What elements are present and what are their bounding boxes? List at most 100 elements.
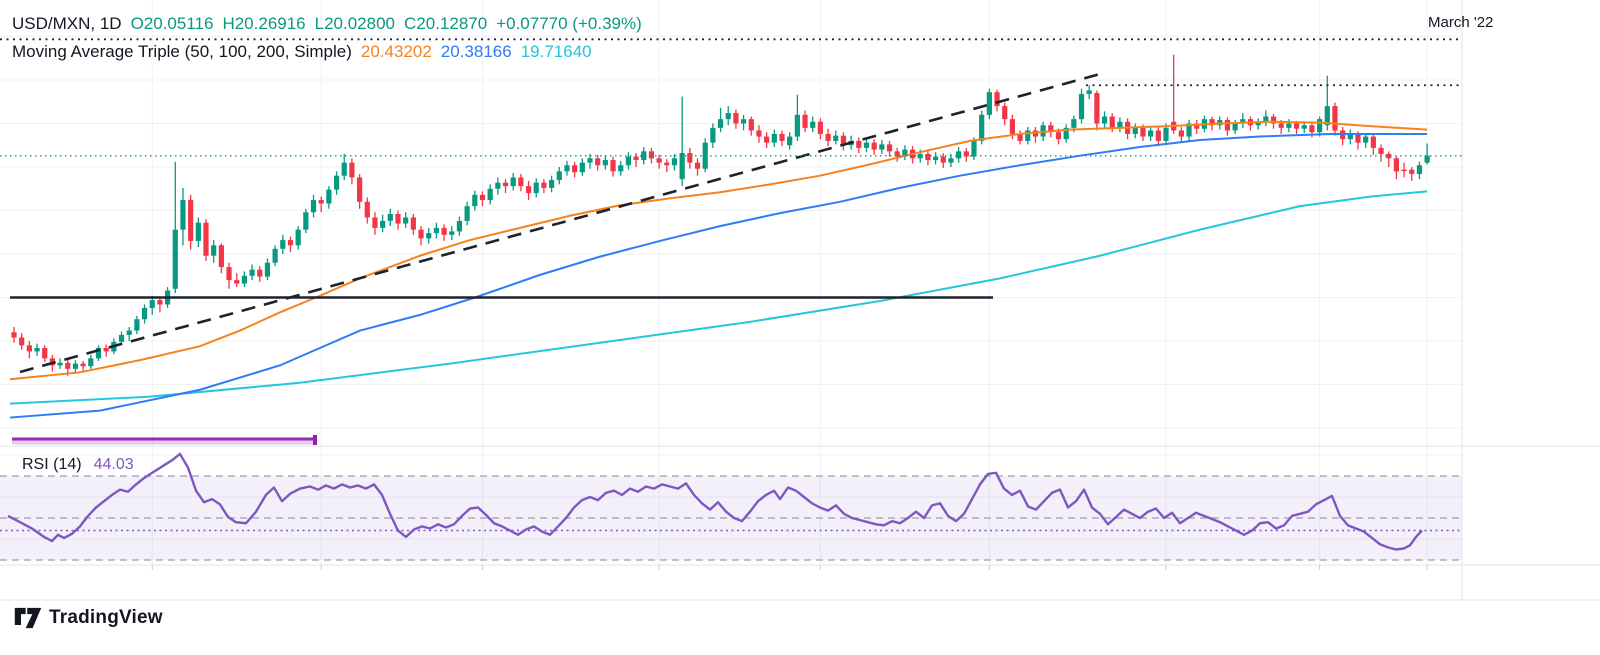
candle [72, 363, 79, 369]
tradingview-logo-icon [14, 607, 42, 629]
candle [986, 92, 992, 115]
candle [595, 158, 601, 166]
candle [948, 158, 954, 163]
candle [326, 189, 332, 204]
candle [11, 332, 17, 338]
ma-indicator-name[interactable]: Moving Average Triple (50, 100, 200, Sim… [12, 42, 352, 61]
symbol-title[interactable]: USD/MXN, 1D [12, 14, 122, 33]
candle [1148, 130, 1154, 137]
open-value: O20.05116 [130, 14, 214, 33]
candle [802, 114, 808, 128]
symbol-legend[interactable]: USD/MXN, 1D O20.05116 H20.26916 L20.0280… [12, 14, 642, 34]
candle [564, 165, 570, 172]
ma200-value: 19.71640 [520, 42, 592, 61]
candle [1194, 123, 1200, 129]
candle [810, 121, 816, 128]
candle [472, 194, 478, 207]
candle [1155, 130, 1161, 141]
candle [449, 231, 455, 235]
candle [188, 200, 194, 241]
candle [1109, 116, 1115, 128]
candle [1063, 127, 1069, 140]
candle [856, 140, 862, 148]
candle [19, 337, 25, 346]
candle [1232, 123, 1238, 131]
candle [1324, 106, 1330, 126]
candle [1393, 158, 1399, 172]
candle [1255, 121, 1261, 126]
candle [257, 269, 263, 277]
candle [1071, 119, 1077, 128]
candle [1140, 127, 1146, 137]
ma50-value: 20.43202 [360, 42, 432, 61]
dashed-trendline[interactable] [19, 72, 1101, 374]
candle [180, 200, 186, 230]
ma-indicator-legend[interactable]: Moving Average Triple (50, 100, 200, Sim… [12, 42, 592, 62]
candle [771, 133, 777, 143]
candle [456, 220, 463, 232]
candle [1309, 125, 1315, 133]
candle [1240, 119, 1246, 124]
tradingview-logo[interactable]: TradingView [14, 607, 163, 629]
candle [1055, 132, 1062, 140]
candle [1363, 136, 1369, 143]
candle [733, 113, 739, 124]
candle [894, 151, 900, 157]
candle [57, 362, 63, 366]
candle [195, 222, 201, 241]
candle [364, 201, 370, 218]
candle [741, 119, 747, 124]
candle [633, 156, 639, 161]
candle [157, 300, 163, 305]
candle [433, 227, 439, 234]
candle [879, 144, 885, 150]
candle [717, 119, 724, 128]
rsi-band [0, 475, 1462, 561]
candle [925, 153, 931, 161]
candle [341, 162, 347, 176]
candle [940, 156, 946, 163]
candle [956, 151, 962, 159]
rsi-indicator-legend[interactable]: RSI (14) 44.03 [22, 456, 134, 474]
candle [1409, 169, 1415, 174]
candle [42, 347, 48, 359]
candle [103, 347, 109, 352]
candle [26, 345, 32, 352]
candle [933, 156, 939, 161]
candle [226, 267, 232, 281]
time-axis[interactable]: AugSepOctNovDec2025FebMar21 [0, 565, 1462, 600]
candle [403, 217, 409, 224]
candle [118, 334, 125, 342]
candle [833, 135, 839, 141]
candle [618, 165, 624, 172]
candle [1355, 133, 1361, 143]
candle [556, 171, 562, 181]
candle [572, 165, 578, 173]
candle [687, 153, 693, 163]
price-axis[interactable]: 20.0000019.5000019.0000018.5000018.00000… [1462, 0, 1600, 600]
candle [510, 177, 516, 187]
high-value: H20.26916 [222, 14, 306, 33]
candle [333, 175, 340, 190]
candle [1270, 116, 1277, 124]
candle [541, 182, 547, 188]
candle [1301, 125, 1307, 129]
candle [794, 114, 800, 137]
low-value: L20.02800 [314, 14, 396, 33]
candle [426, 233, 432, 239]
candle [764, 136, 770, 143]
candle [902, 149, 908, 157]
candle [441, 227, 447, 235]
candle [725, 113, 731, 120]
rsi-indicator-name[interactable]: RSI (14) [22, 456, 82, 473]
march22-annotation: March '22 [1428, 14, 1494, 31]
candle [287, 240, 294, 246]
candle [1224, 120, 1231, 131]
candle [886, 144, 893, 152]
candle [871, 142, 877, 150]
candle [748, 119, 754, 131]
candle [249, 269, 255, 276]
candle [579, 162, 585, 173]
candle [1117, 121, 1123, 128]
